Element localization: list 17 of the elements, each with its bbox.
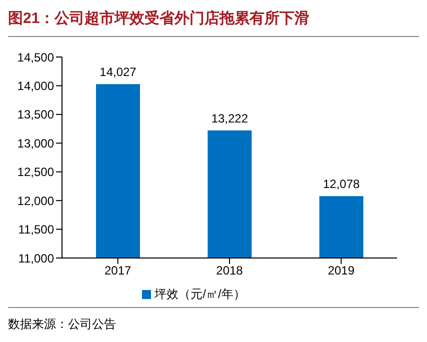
legend-label: 坪效（元/㎡/年） (154, 287, 246, 301)
y-tick-label: 11,000 (18, 251, 54, 266)
data-label: 14,027 (100, 65, 137, 80)
y-tick-label: 13,500 (17, 108, 54, 122)
y-tick-label: 12,000 (17, 194, 54, 208)
data-label: 12,078 (322, 177, 360, 192)
y-tick-label: 12,500 (17, 165, 54, 180)
chart-title: 图21：公司超市坪效受省外门店拖累有所下滑 (8, 0, 419, 37)
x-tick-label: 2018 (216, 264, 244, 278)
y-tick-label: 11,500 (18, 222, 54, 237)
data-label: 13,222 (211, 111, 248, 126)
y-tick-label: 13,000 (17, 136, 54, 150)
source-note: 数据来源：公司公告 (8, 316, 117, 333)
x-tick-label: 2019 (328, 264, 355, 278)
x-tick-label: 2017 (104, 264, 132, 278)
y-tick-label: 14,000 (17, 78, 54, 93)
y-tick-label: 14,500 (17, 50, 54, 64)
